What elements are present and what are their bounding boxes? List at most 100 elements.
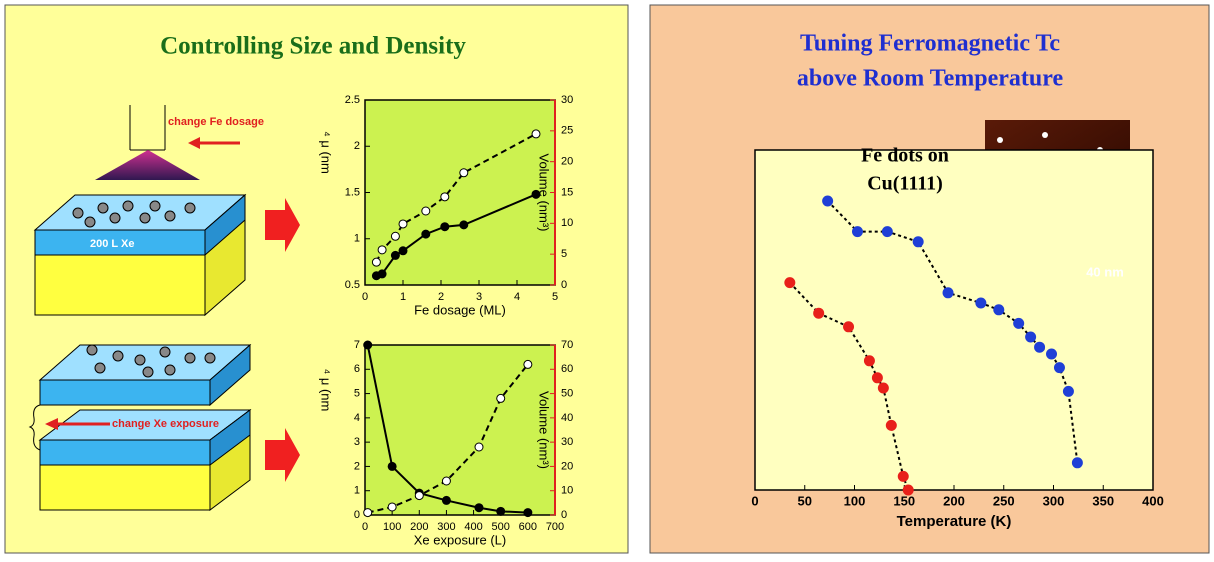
data-point (994, 305, 1004, 315)
annotation: 40 nm (1086, 264, 1124, 279)
data-point (422, 207, 430, 215)
x-tick-label: 200 (943, 493, 965, 508)
data-point (497, 394, 505, 402)
data-point (442, 477, 450, 485)
x-axis-label: Fe dosage (ML) (414, 302, 506, 317)
data-point (399, 247, 407, 255)
data-point (1054, 363, 1064, 373)
data-point (785, 278, 795, 288)
plot-area (365, 345, 555, 515)
data-point (378, 246, 386, 254)
data-point (460, 169, 468, 177)
data-point (460, 221, 468, 229)
data-point (399, 220, 407, 228)
x-tick-label: 600 (519, 521, 537, 533)
data-point (364, 509, 372, 517)
y2-tick-label: 50 (561, 387, 573, 399)
y-axis-label: ⁴ μ (nm (319, 131, 334, 174)
y2-tick-label: 30 (561, 94, 573, 106)
y2-tick-label: 30 (561, 436, 573, 448)
data-point (422, 230, 430, 238)
data-point (497, 507, 505, 515)
x-tick-label: 150 (893, 493, 915, 508)
label: change Fe dosage (168, 116, 264, 128)
data-point (388, 503, 396, 511)
data-point (391, 251, 399, 259)
data-point (913, 237, 923, 247)
x-tick-label: 3 (476, 291, 482, 303)
data-point (532, 130, 540, 138)
x-tick-label: 500 (492, 521, 510, 533)
y2-tick-label: 20 (561, 156, 573, 168)
y-tick-label: 1.5 (345, 186, 360, 198)
data-point (903, 485, 913, 495)
data-point (872, 373, 882, 383)
y-tick-label: 2 (354, 460, 360, 472)
label: change Xe exposure (112, 418, 219, 430)
y-tick-label: 1 (354, 233, 360, 245)
x-tick-label: 1 (400, 291, 406, 303)
x-tick-label: 700 (546, 521, 564, 533)
y-tick-label: 6 (354, 363, 360, 375)
data-point (475, 504, 483, 512)
x-tick-label: 400 (464, 521, 482, 533)
data-point (442, 496, 450, 504)
x-tick-label: 0 (362, 291, 368, 303)
y-tick-label: 4 (354, 412, 360, 424)
y-tick-label: 1 (354, 485, 360, 497)
right-title: Tuning Ferromagnetic Tc (800, 31, 1060, 57)
data-point (524, 509, 532, 517)
y2-tick-label: 10 (561, 485, 573, 497)
data-point (378, 270, 386, 278)
data-point (1014, 318, 1024, 328)
x-tick-label: 100 (383, 521, 401, 533)
annotation: Fe dots on (861, 145, 949, 167)
data-point (976, 298, 986, 308)
x-tick-label: 200 (410, 521, 428, 533)
y2-tick-label: 15 (561, 186, 573, 198)
y-tick-label: 2.5 (345, 94, 360, 106)
data-point (475, 443, 483, 451)
data-point (882, 227, 892, 237)
data-point (372, 258, 380, 266)
y-tick-label: 7 (354, 339, 360, 351)
x-tick-label: 100 (844, 493, 866, 508)
y2-tick-label: 5 (561, 248, 567, 260)
data-point (943, 288, 953, 298)
x-tick-label: 350 (1092, 493, 1114, 508)
data-point (844, 322, 854, 332)
y2-axis-label: Volume (nm³) (537, 391, 552, 469)
y-tick-label: 0 (354, 509, 360, 521)
data-point (1026, 332, 1036, 342)
page: Controlling Size and Density Tuning Ferr… (0, 0, 1214, 562)
right-title: above Room Temperature (797, 66, 1064, 92)
data-point (886, 420, 896, 430)
data-point (814, 308, 824, 318)
y-tick-label: 0.5 (345, 279, 360, 291)
plot-area (755, 150, 1153, 490)
data-point (898, 471, 908, 481)
data-point (364, 341, 372, 349)
data-point (532, 190, 540, 198)
y2-tick-label: 0 (561, 279, 567, 291)
x-tick-label: 0 (751, 493, 758, 508)
y2-tick-label: 25 (561, 125, 573, 137)
x-tick-label: 300 (1043, 493, 1065, 508)
x-tick-label: 2 (438, 291, 444, 303)
y-axis-label: ⁴ μ (nm (319, 369, 334, 412)
y2-tick-label: 60 (561, 363, 573, 375)
x-tick-label: 5 (552, 291, 558, 303)
x-axis-label: Temperature (K) (897, 513, 1012, 530)
data-point (441, 223, 449, 231)
y-tick-label: 3 (354, 436, 360, 448)
y2-tick-label: 70 (561, 339, 573, 351)
data-point (864, 356, 874, 366)
x-tick-label: 250 (993, 493, 1015, 508)
x-tick-label: 4 (514, 291, 520, 303)
data-point (1047, 349, 1057, 359)
data-point (1072, 458, 1082, 468)
data-point (388, 462, 396, 470)
left-title: Controlling Size and Density (160, 33, 466, 60)
data-point (878, 383, 888, 393)
y2-tick-label: 0 (561, 509, 567, 521)
